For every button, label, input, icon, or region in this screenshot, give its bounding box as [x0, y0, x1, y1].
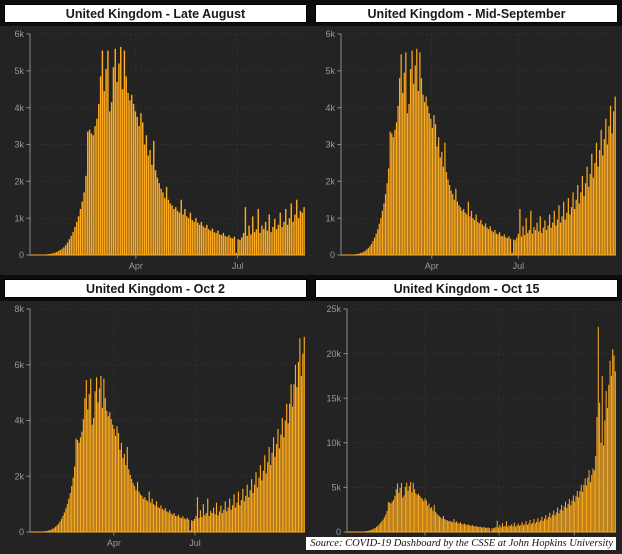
svg-text:4k: 4k: [14, 416, 24, 426]
svg-text:4k: 4k: [14, 103, 24, 113]
svg-text:0: 0: [19, 250, 24, 260]
svg-text:Apr: Apr: [107, 538, 121, 548]
chart-area-late-august: 0 1k 2k 3k 4k 5k 6k Apr Jul: [0, 26, 311, 277]
bar-chart-mid-september: 0 1k 2k 3k 4k 5k 6k Apr Jul: [325, 29, 616, 271]
bar-chart-oct-15: 05k10k15k20k25kAprJulOct: [326, 304, 616, 548]
svg-text:0: 0: [330, 250, 335, 260]
svg-text:6k: 6k: [325, 29, 335, 39]
svg-text:1k: 1k: [14, 213, 24, 223]
panel-mid-september: United Kingdom - Mid-September 0 1k 2k 3k 4k…: [311, 0, 622, 277]
panel-title-bar-0: United Kingdom - Late August: [0, 0, 311, 26]
svg-text:Apr: Apr: [129, 261, 143, 271]
svg-text:5k: 5k: [14, 66, 24, 76]
svg-text:2k: 2k: [14, 471, 24, 481]
svg-text:Jul: Jul: [232, 261, 244, 271]
svg-text:6k: 6k: [14, 29, 24, 39]
svg-text:10k: 10k: [326, 438, 341, 448]
chart-area-oct-2: 0 2k 4k 6k 8k Apr Jul: [0, 301, 311, 554]
svg-text:0: 0: [19, 527, 24, 537]
panel-title-oct-15: United Kingdom - Oct 15: [315, 279, 618, 298]
svg-text:6k: 6k: [14, 360, 24, 370]
panel-title-bar-3: United Kingdom - Oct 15: [311, 275, 622, 301]
panel-late-august: United Kingdom - Late August 0 1k 2k 3k 4k 5k…: [0, 0, 311, 277]
svg-text:2k: 2k: [14, 177, 24, 187]
svg-text:0: 0: [336, 527, 341, 537]
svg-text:Apr: Apr: [425, 261, 439, 271]
panel-oct-2: United Kingdom - Oct 2 0 2k 4k 6k 8k Apr Jul: [0, 275, 311, 554]
svg-text:20k: 20k: [326, 349, 341, 359]
panel-title-oct-2: United Kingdom - Oct 2: [4, 279, 307, 298]
chart-area-mid-september: 0 1k 2k 3k 4k 5k 6k Apr Jul: [311, 26, 622, 277]
source-attribution: Source: COVID-19 Dashboard by the CSSE a…: [306, 537, 616, 550]
panel-title-mid-september: United Kingdom - Mid-September: [315, 4, 618, 23]
svg-text:3k: 3k: [325, 140, 335, 150]
panel-title-late-august: United Kingdom - Late August: [4, 4, 307, 23]
svg-text:8k: 8k: [14, 304, 24, 314]
bar-chart-oct-2: 0 2k 4k 6k 8k Apr Jul: [14, 304, 305, 548]
svg-text:15k: 15k: [326, 393, 341, 403]
svg-text:5k: 5k: [325, 66, 335, 76]
bar-chart-late-august: 0 1k 2k 3k 4k 5k 6k Apr Jul: [14, 29, 305, 271]
svg-text:3k: 3k: [14, 140, 24, 150]
svg-text:2k: 2k: [325, 177, 335, 187]
svg-text:25k: 25k: [326, 304, 341, 314]
panel-title-bar-2: United Kingdom - Oct 2: [0, 275, 311, 301]
svg-text:5k: 5k: [331, 483, 341, 493]
panel-title-bar-1: United Kingdom - Mid-September: [311, 0, 622, 26]
panel-oct-15: United Kingdom - Oct 15 05k10k15k20k25kA…: [311, 275, 622, 554]
svg-text:4k: 4k: [325, 103, 335, 113]
svg-text:Jul: Jul: [513, 261, 525, 271]
chart-area-oct-15: 05k10k15k20k25kAprJulOct: [311, 301, 622, 554]
svg-text:Jul: Jul: [189, 538, 201, 548]
svg-text:1k: 1k: [325, 213, 335, 223]
